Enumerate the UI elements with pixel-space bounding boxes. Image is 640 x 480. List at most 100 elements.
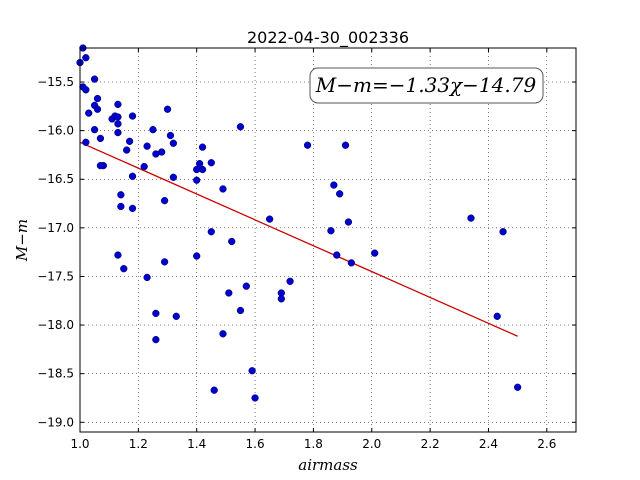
data-point xyxy=(207,159,215,167)
data-point xyxy=(251,394,259,402)
data-point xyxy=(90,75,99,83)
y-tick-label: −16.5 xyxy=(37,172,74,186)
data-point xyxy=(96,161,105,170)
data-point xyxy=(152,335,160,344)
data-point xyxy=(248,367,256,375)
data-point xyxy=(193,176,201,184)
data-point xyxy=(219,185,227,193)
data-point xyxy=(123,146,131,154)
data-point xyxy=(225,289,233,297)
data-point xyxy=(169,139,178,147)
data-point xyxy=(149,126,157,134)
data-point xyxy=(117,202,125,211)
data-point xyxy=(336,190,344,198)
data-point xyxy=(347,259,355,267)
data-point xyxy=(120,265,128,273)
data-point xyxy=(219,330,227,338)
data-point xyxy=(160,196,169,205)
data-point xyxy=(172,312,180,320)
data-point xyxy=(90,126,99,134)
data-point xyxy=(82,138,90,146)
y-tick-label: −15.5 xyxy=(37,75,74,89)
x-tick-label: 2.2 xyxy=(421,437,440,451)
data-point xyxy=(160,258,169,266)
x-tick-label: 2.6 xyxy=(537,437,556,451)
data-point xyxy=(128,112,137,120)
data-point xyxy=(228,237,236,246)
data-point xyxy=(344,218,353,226)
x-tick-label: 1.4 xyxy=(187,437,206,451)
data-point xyxy=(467,214,475,222)
data-point xyxy=(333,251,341,259)
data-point xyxy=(265,215,274,223)
x-tick-label: 1.6 xyxy=(246,437,265,451)
chart-title: 2022-04-30_002336 xyxy=(247,28,409,48)
data-points xyxy=(76,44,522,402)
data-point xyxy=(303,141,312,149)
data-point xyxy=(242,282,250,290)
data-point xyxy=(125,137,134,145)
data-point xyxy=(158,148,166,156)
data-point xyxy=(93,105,102,113)
x-axis-label: airmass xyxy=(298,456,358,474)
fit-equation-frame xyxy=(309,67,544,104)
data-point xyxy=(166,131,175,140)
y-tick-label: −16.0 xyxy=(37,124,74,138)
data-point xyxy=(193,252,201,260)
data-point xyxy=(163,105,172,113)
data-point xyxy=(96,134,105,143)
data-point xyxy=(93,94,102,103)
fit-line xyxy=(79,141,518,337)
x-tick-label: 1.2 xyxy=(129,437,148,451)
grid xyxy=(79,48,576,432)
data-point xyxy=(198,143,207,151)
data-point xyxy=(236,123,245,131)
data-point xyxy=(236,306,245,315)
data-point xyxy=(114,251,122,259)
y-axis-label: M−m xyxy=(13,219,31,262)
data-point xyxy=(82,54,90,62)
data-point xyxy=(210,386,218,394)
data-point xyxy=(493,312,501,320)
data-point xyxy=(277,295,285,303)
data-point xyxy=(128,204,137,213)
data-point xyxy=(371,249,379,257)
data-point xyxy=(513,383,522,391)
data-point xyxy=(82,86,90,94)
y-tick-label: −19.0 xyxy=(37,415,74,429)
data-point xyxy=(327,227,335,235)
plot-frame xyxy=(79,47,577,433)
data-point xyxy=(152,309,160,318)
data-point xyxy=(140,162,148,171)
x-tick-label: 2.4 xyxy=(479,437,498,451)
data-point xyxy=(128,172,137,180)
x-axis-ticks: 1.0 1.2 1.4 1.6 1.8 2.0 2.2 2.4 2.6 xyxy=(70,48,556,451)
data-point xyxy=(114,120,122,128)
y-tick-label: −18.0 xyxy=(37,318,74,332)
y-tick-label: −17.5 xyxy=(37,269,74,283)
y-tick-label: −17.0 xyxy=(37,221,74,235)
data-point xyxy=(114,128,122,137)
y-axis-ticks: −15.5 −16.0 −16.5 −17.0 −17.5 −18.0 −18.5 −19.0 xyxy=(37,75,576,429)
data-point xyxy=(143,142,151,150)
y-tick-label: −18.5 xyxy=(37,367,74,381)
data-point xyxy=(330,181,338,189)
fit-line-group xyxy=(79,141,518,337)
data-point xyxy=(499,228,507,236)
data-point xyxy=(114,100,122,109)
data-point xyxy=(169,173,178,181)
fit-equation-text: M−m=−1.33χ−14.79 xyxy=(315,73,537,97)
x-tick-label: 2.0 xyxy=(362,437,381,451)
data-point xyxy=(85,109,93,117)
data-point xyxy=(114,113,122,121)
data-point xyxy=(143,273,151,282)
data-point xyxy=(198,165,207,174)
data-point xyxy=(286,277,294,285)
data-point xyxy=(117,191,125,199)
data-point xyxy=(207,228,215,236)
data-point xyxy=(341,141,350,149)
x-tick-label: 1.8 xyxy=(304,437,323,451)
data-point xyxy=(195,160,204,168)
x-tick-label: 1.0 xyxy=(70,437,89,451)
